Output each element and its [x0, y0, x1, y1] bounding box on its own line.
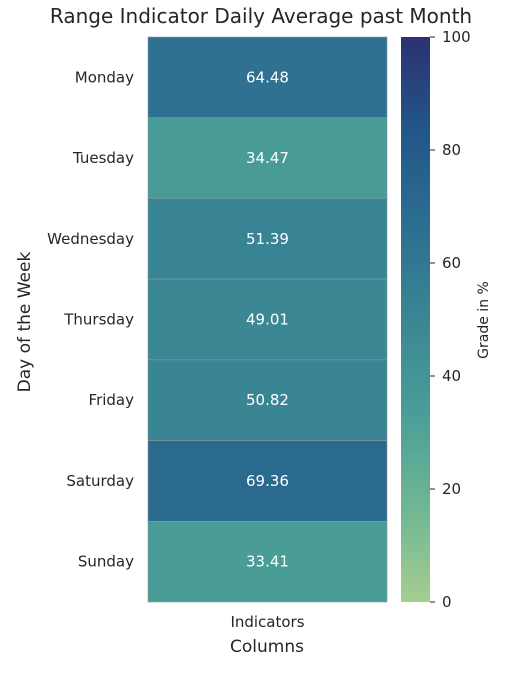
colorbar — [401, 37, 430, 602]
row-tick-label: Tuesday — [72, 149, 134, 167]
colorbar-tick-label: 20 — [442, 480, 461, 498]
row-tick-label: Thursday — [63, 311, 134, 329]
colorbar-tick-label: 80 — [442, 141, 461, 159]
row-tick-label: Wednesday — [47, 230, 134, 248]
colorbar-tick-label: 40 — [442, 367, 461, 385]
colorbar-tick-label: 0 — [442, 593, 452, 611]
cell-value-label: 69.36 — [246, 472, 289, 490]
row-tick-label: Friday — [89, 391, 135, 409]
heatmap-cell-tuesday — [147, 117, 388, 199]
cell-value-label: 50.82 — [246, 391, 289, 409]
heatmap-cell-friday — [147, 359, 388, 441]
heatmap-cell-sunday — [147, 520, 388, 603]
cell-value-label: 64.48 — [246, 68, 289, 86]
chart-title: Range Indicator Daily Average past Month — [49, 4, 473, 28]
heatmap-cell-wednesday — [147, 198, 388, 280]
heatmap-cell-monday — [147, 36, 388, 119]
cell-value-label: 51.39 — [246, 230, 289, 248]
x-axis-label: Columns — [230, 637, 304, 657]
column-tick-label: Indicators — [230, 613, 304, 631]
row-tick-label: Monday — [75, 68, 134, 86]
cell-value-label: 49.01 — [246, 311, 289, 329]
colorbar-tick-label: 100 — [442, 28, 471, 46]
row-tick-label: Saturday — [66, 472, 134, 490]
cell-value-label: 33.41 — [246, 553, 289, 571]
row-tick-label: Sunday — [78, 553, 134, 571]
colorbar-tick-label: 60 — [442, 254, 461, 272]
cell-value-label: 34.47 — [246, 149, 289, 167]
